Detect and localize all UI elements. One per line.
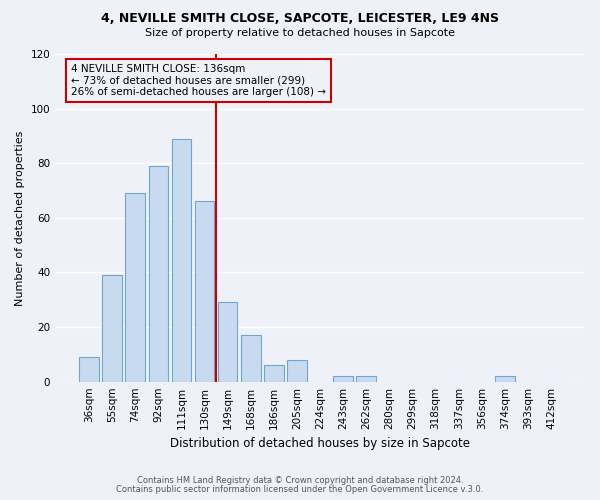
Y-axis label: Number of detached properties: Number of detached properties <box>15 130 25 306</box>
Text: Contains public sector information licensed under the Open Government Licence v.: Contains public sector information licen… <box>116 484 484 494</box>
Bar <box>287 360 307 382</box>
Text: Size of property relative to detached houses in Sapcote: Size of property relative to detached ho… <box>145 28 455 38</box>
Bar <box>218 302 238 382</box>
Bar <box>264 366 284 382</box>
Bar <box>241 336 260 382</box>
Bar <box>149 166 168 382</box>
Bar <box>103 275 122 382</box>
Bar <box>125 194 145 382</box>
Text: 4 NEVILLE SMITH CLOSE: 136sqm
← 73% of detached houses are smaller (299)
26% of : 4 NEVILLE SMITH CLOSE: 136sqm ← 73% of d… <box>71 64 326 97</box>
Bar <box>195 202 214 382</box>
X-axis label: Distribution of detached houses by size in Sapcote: Distribution of detached houses by size … <box>170 437 470 450</box>
Bar <box>334 376 353 382</box>
Bar <box>495 376 515 382</box>
Text: Contains HM Land Registry data © Crown copyright and database right 2024.: Contains HM Land Registry data © Crown c… <box>137 476 463 485</box>
Bar <box>172 138 191 382</box>
Text: 4, NEVILLE SMITH CLOSE, SAPCOTE, LEICESTER, LE9 4NS: 4, NEVILLE SMITH CLOSE, SAPCOTE, LEICEST… <box>101 12 499 26</box>
Bar <box>356 376 376 382</box>
Bar <box>79 357 99 382</box>
